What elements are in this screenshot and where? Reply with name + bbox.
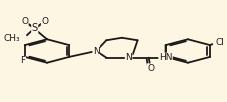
Text: HN: HN: [159, 53, 172, 62]
Text: N: N: [125, 53, 132, 62]
Text: O: O: [147, 64, 154, 73]
Text: O: O: [41, 17, 48, 26]
Text: CH₃: CH₃: [4, 34, 20, 43]
Text: Cl: Cl: [215, 38, 224, 47]
Text: N: N: [93, 47, 100, 55]
Text: S: S: [32, 23, 38, 33]
Text: F: F: [20, 56, 25, 65]
Text: O: O: [21, 17, 28, 26]
